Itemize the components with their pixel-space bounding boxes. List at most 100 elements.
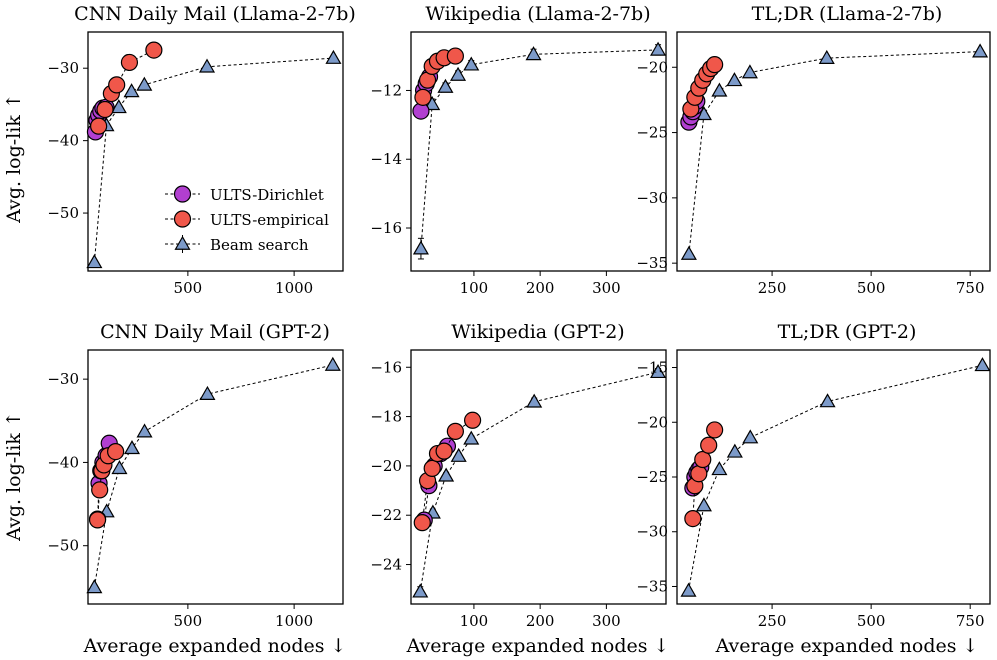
data-point-beam-search [111, 460, 128, 475]
data-point-ults-empirical [463, 411, 482, 429]
data-point-beam-search [412, 583, 429, 598]
plot-area-5: 250 500 750 −35 −30 −25 −20 −15 [636, 349, 991, 630]
series-ults-empirical [682, 56, 724, 118]
x-tick-label: 750 [956, 612, 985, 630]
y-tick-label: −30 [636, 189, 668, 207]
x-tick-label: 750 [956, 279, 985, 297]
x-tick-label: 1000 [275, 612, 313, 630]
y-tick-label: −35 [636, 577, 668, 595]
y-axis-label: Avg. log-lik ↑ [3, 93, 25, 224]
series-ults-empirical [413, 411, 482, 532]
axes-frame [676, 349, 991, 605]
y-tick-label: −50 [47, 537, 79, 555]
y-tick-label: −30 [47, 59, 79, 77]
y-tick-label: −20 [370, 457, 402, 475]
y-tick-label: −40 [47, 453, 79, 471]
x-tick-label: 200 [526, 279, 555, 297]
series-beam-search [680, 43, 989, 260]
data-point-beam-search [86, 254, 103, 269]
data-point-ults-empirical [413, 514, 431, 532]
data-point-beam-search [742, 429, 759, 444]
y-tick-label: −16 [370, 219, 402, 237]
data-point-beam-search [741, 64, 758, 79]
x-axis-label: Average expanded nodes ↓ [406, 635, 670, 657]
data-point-beam-search [726, 443, 743, 458]
data-point-beam-search [450, 447, 467, 462]
data-point-beam-search [86, 579, 103, 594]
panel-title: TL;DR (GPT-2) [778, 321, 917, 343]
data-point-beam-search [972, 43, 989, 58]
y-tick-label: −25 [636, 124, 668, 142]
data-point-beam-search [463, 56, 480, 71]
data-point-beam-search [650, 363, 667, 379]
data-point-beam-search [123, 83, 140, 98]
series-beam-search [86, 356, 341, 594]
x-tick-label: 200 [526, 612, 555, 630]
y-tick-label: −35 [636, 254, 668, 272]
data-point-ults-empirical [120, 53, 139, 72]
x-tick-label: 500 [857, 612, 886, 630]
data-point-beam-search [695, 497, 712, 512]
plot-area-0: 500 1000 −50 −40 −30 [47, 31, 344, 297]
data-point-ults-empirical [435, 442, 453, 460]
data-point-beam-search [136, 76, 153, 91]
data-point-beam-search [711, 461, 728, 476]
data-point-ults-empirical [414, 88, 432, 106]
panel-tldr-gpt2: TL;DR (GPT-2) Average expanded nodes ↓ [715, 321, 979, 657]
x-tick-label: 250 [758, 612, 787, 630]
panel-wikipedia-gpt2: Wikipedia (GPT-2) Average expanded nodes… [406, 321, 670, 657]
y-tick-label: −18 [370, 408, 402, 426]
data-point-ults-empirical [108, 76, 126, 94]
data-point-beam-search [199, 385, 216, 400]
y-tick-label: −14 [370, 150, 402, 168]
legend-marker-ults-empirical [173, 210, 192, 228]
data-point-ults-empirical [694, 450, 712, 469]
panel-cnn-llama: CNN Daily Mail (Llama-2-7b) Avg. log-lik… [3, 3, 356, 224]
data-point-ults-empirical [700, 436, 718, 454]
data-point-ults-empirical [88, 511, 107, 529]
data-point-ults-empirical [145, 41, 163, 59]
data-point-beam-search [325, 49, 342, 64]
data-point-ults-empirical [423, 459, 441, 477]
panel-title: CNN Daily Mail (Llama-2-7b) [74, 3, 356, 25]
x-tick-label: 500 [174, 279, 203, 297]
data-point-ults-empirical [706, 56, 724, 74]
y-tick-label: −25 [636, 468, 668, 486]
y-tick-label: −40 [47, 132, 79, 150]
legend-marker-ults-dirichlet [173, 185, 192, 203]
legend-label-beam-search: Beam search [210, 236, 309, 254]
data-point-beam-search [136, 423, 153, 438]
data-point-beam-search [324, 356, 341, 371]
plot-area-3: 500 1000 −50 −40 −30 [47, 349, 344, 630]
series-ults-empirical [90, 41, 163, 135]
series-beam-search [680, 357, 991, 597]
data-point-ults-empirical [706, 421, 724, 439]
series-line-beam-search [687, 364, 983, 591]
plot-area-4: 100 200 300 −24 −22 −20 −18 −16 [370, 349, 667, 630]
data-point-beam-search [818, 49, 835, 64]
legend-marker-beam-search [174, 235, 191, 250]
data-point-beam-search [974, 357, 991, 372]
legend: ULTS-Dirichlet ULTS-empirical Beam searc… [165, 185, 329, 254]
data-point-beam-search [680, 582, 697, 597]
data-point-ults-empirical [96, 100, 114, 119]
y-axis-label: Avg. log-lik ↑ [3, 411, 25, 542]
y-tick-label: −16 [370, 358, 402, 376]
y-tick-label: −20 [636, 413, 668, 431]
x-tick-label: 300 [592, 612, 621, 630]
legend-label-ults-empirical: ULTS-empirical [210, 211, 329, 229]
x-tick-label: 1000 [275, 279, 313, 297]
x-axis-label: Average expanded nodes ↓ [715, 635, 979, 657]
data-point-ults-empirical [690, 465, 708, 483]
series-beam-search [412, 363, 667, 598]
axes-frame [87, 31, 344, 272]
data-point-beam-search [711, 82, 728, 97]
y-tick-label: −12 [370, 81, 402, 99]
data-point-beam-search [412, 240, 429, 255]
data-point-beam-search [526, 393, 543, 408]
legend-label-ults-dirichlet: ULTS-Dirichlet [210, 186, 324, 204]
y-tick-label: −30 [636, 523, 668, 541]
panel-title: Wikipedia (GPT-2) [451, 321, 624, 343]
plot-area-2: 250 500 750 −35 −30 −25 −20 [636, 31, 991, 297]
x-axis-label: Average expanded nodes ↓ [83, 635, 347, 657]
